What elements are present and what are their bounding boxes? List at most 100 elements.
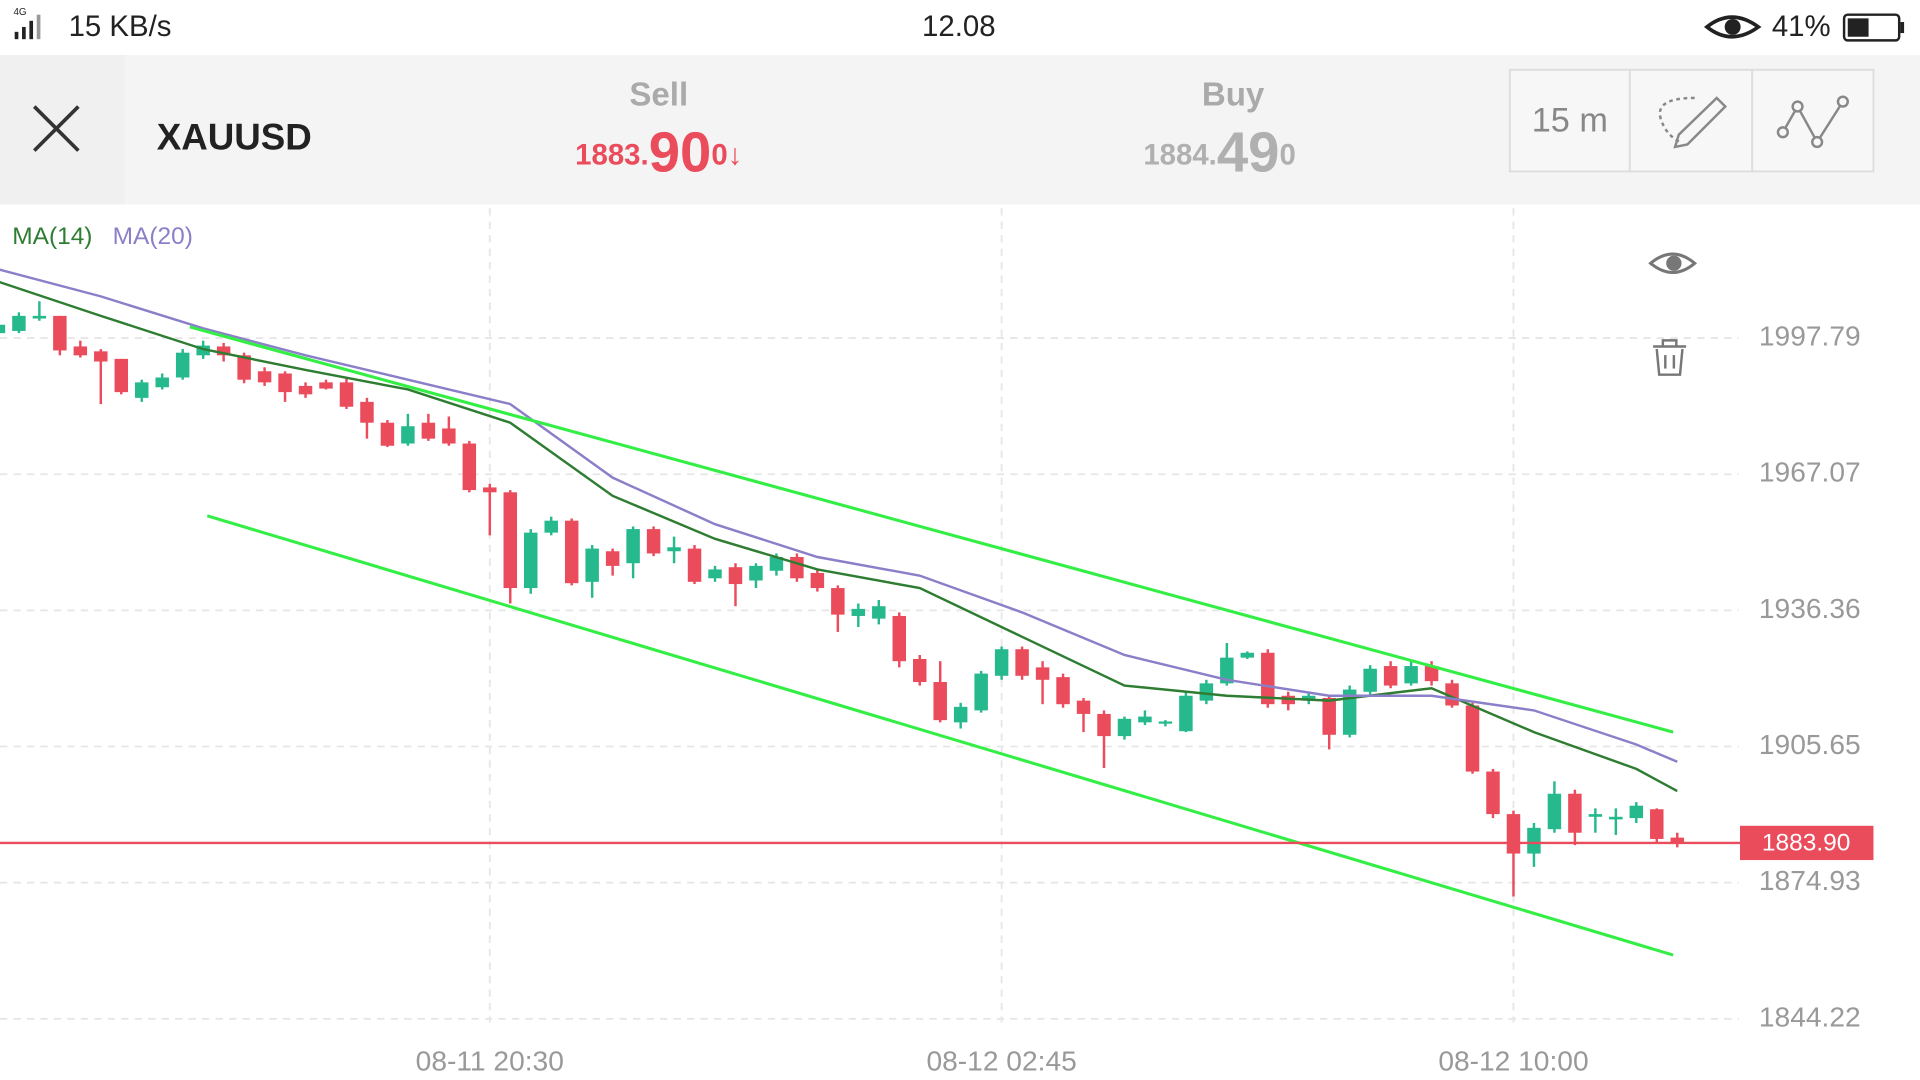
close-button[interactable] <box>32 105 80 152</box>
visibility-icon[interactable] <box>1648 252 1698 274</box>
y-tick-label: 1967.07 <box>1759 457 1861 488</box>
candle-body <box>1609 816 1623 820</box>
buy-price[interactable]: 1884.490 <box>1143 121 1296 184</box>
candle-body <box>1261 652 1275 705</box>
sell-price-main: 1883. <box>575 139 649 172</box>
candle-body <box>953 706 968 723</box>
candle-body <box>1506 814 1521 854</box>
candle-body <box>1281 695 1295 705</box>
candle-body <box>1117 718 1132 737</box>
overlay: 1997.79 1967.07 1936.36 1905.65 1874.93 1844.… <box>0 223 1874 1076</box>
candle-body <box>810 572 825 589</box>
x-tick-label: 08-11 20:30 <box>416 1045 564 1076</box>
current-price-tag <box>1740 825 1874 861</box>
candle-body <box>708 569 722 579</box>
grid <box>0 208 1739 1023</box>
candle-body <box>196 345 210 356</box>
indicator-button[interactable] <box>1751 68 1875 173</box>
candle-body <box>892 615 906 662</box>
candle-body <box>769 557 784 571</box>
candle-body <box>278 373 292 393</box>
candle-body <box>605 551 620 566</box>
candle-body <box>974 673 988 711</box>
candle-body <box>1568 793 1582 833</box>
sell-price-tail: 0↓ <box>711 139 742 172</box>
timeframe[interactable]: 15 m <box>1532 102 1608 140</box>
candle-body <box>114 358 129 393</box>
candle-body <box>1650 809 1664 839</box>
candle-body <box>1465 705 1480 772</box>
timeframe-button[interactable] <box>1508 68 1631 173</box>
candle-body <box>216 346 231 356</box>
candle-body <box>564 520 579 584</box>
candle-body <box>728 567 743 585</box>
candle-body <box>851 608 866 616</box>
legend-entry: MA(14) <box>12 223 92 250</box>
candle-body <box>53 315 67 351</box>
candle-body <box>1629 805 1644 819</box>
candle-body <box>1404 666 1418 684</box>
candle-body <box>503 492 518 589</box>
y-tick-label: 1905.65 <box>1759 729 1861 760</box>
candle-body <box>1240 652 1255 658</box>
candle-body <box>1199 683 1214 701</box>
pen-icon <box>1658 96 1728 149</box>
candle-body <box>462 443 477 491</box>
plot-area <box>0 268 1684 957</box>
delete-icon[interactable] <box>1653 339 1687 376</box>
candle-body <box>1138 716 1152 723</box>
candle-body <box>135 382 149 398</box>
y-tick-label: 1874.93 <box>1759 865 1861 896</box>
candle-body <box>1527 827 1541 854</box>
candle-body <box>257 371 272 383</box>
candle-body <box>1056 677 1070 705</box>
candle-body <box>1097 713 1111 737</box>
candle-body <box>626 529 640 564</box>
candle-body <box>380 422 395 446</box>
candle-body <box>872 606 886 619</box>
candle-body <box>1220 657 1234 684</box>
candle-body <box>421 422 436 439</box>
candle-body <box>319 382 333 389</box>
candle-body <box>1179 695 1193 732</box>
y-tick-label: 1844.22 <box>1759 1001 1861 1032</box>
candle-body <box>1670 837 1684 843</box>
x-tick-label: 08-12 02:45 <box>926 1045 1076 1076</box>
candle-body <box>1015 649 1029 676</box>
candle-body <box>1302 695 1316 701</box>
candle-body <box>1342 689 1357 735</box>
candle-body <box>442 428 456 444</box>
candle-body <box>790 557 804 579</box>
buy-price-big: 49 <box>1217 121 1280 184</box>
candle-body <box>175 352 190 378</box>
candle-body <box>1076 700 1091 714</box>
candle-body <box>913 658 927 683</box>
sell-price[interactable]: 1883.900↓ <box>575 121 742 184</box>
moving-average-line <box>0 280 1678 793</box>
toolbar <box>1508 68 1875 173</box>
candle-body <box>32 315 47 319</box>
draw-button[interactable] <box>1628 68 1754 173</box>
trend-line <box>206 514 1674 957</box>
candle-body <box>1424 666 1439 682</box>
line-icon <box>1776 95 1849 149</box>
battery-level: 41% <box>1772 10 1831 43</box>
candle-body <box>524 532 538 589</box>
candle-body <box>1588 814 1603 817</box>
candle-body <box>933 682 947 721</box>
candle-body <box>155 377 169 388</box>
buy-label[interactable]: Buy <box>1202 76 1265 113</box>
candle-body <box>1486 771 1500 815</box>
buy-price-tail: 0 <box>1279 139 1295 172</box>
candle-body <box>585 548 599 582</box>
candle-body <box>401 426 415 444</box>
candle-body <box>994 649 1009 676</box>
clock: 12.08 <box>922 10 996 43</box>
symbol: XAUUSD <box>157 116 312 157</box>
sell-label[interactable]: Sell <box>629 76 688 113</box>
candle-body <box>298 385 313 395</box>
candle-body <box>237 355 251 380</box>
candle-body <box>1035 667 1050 680</box>
